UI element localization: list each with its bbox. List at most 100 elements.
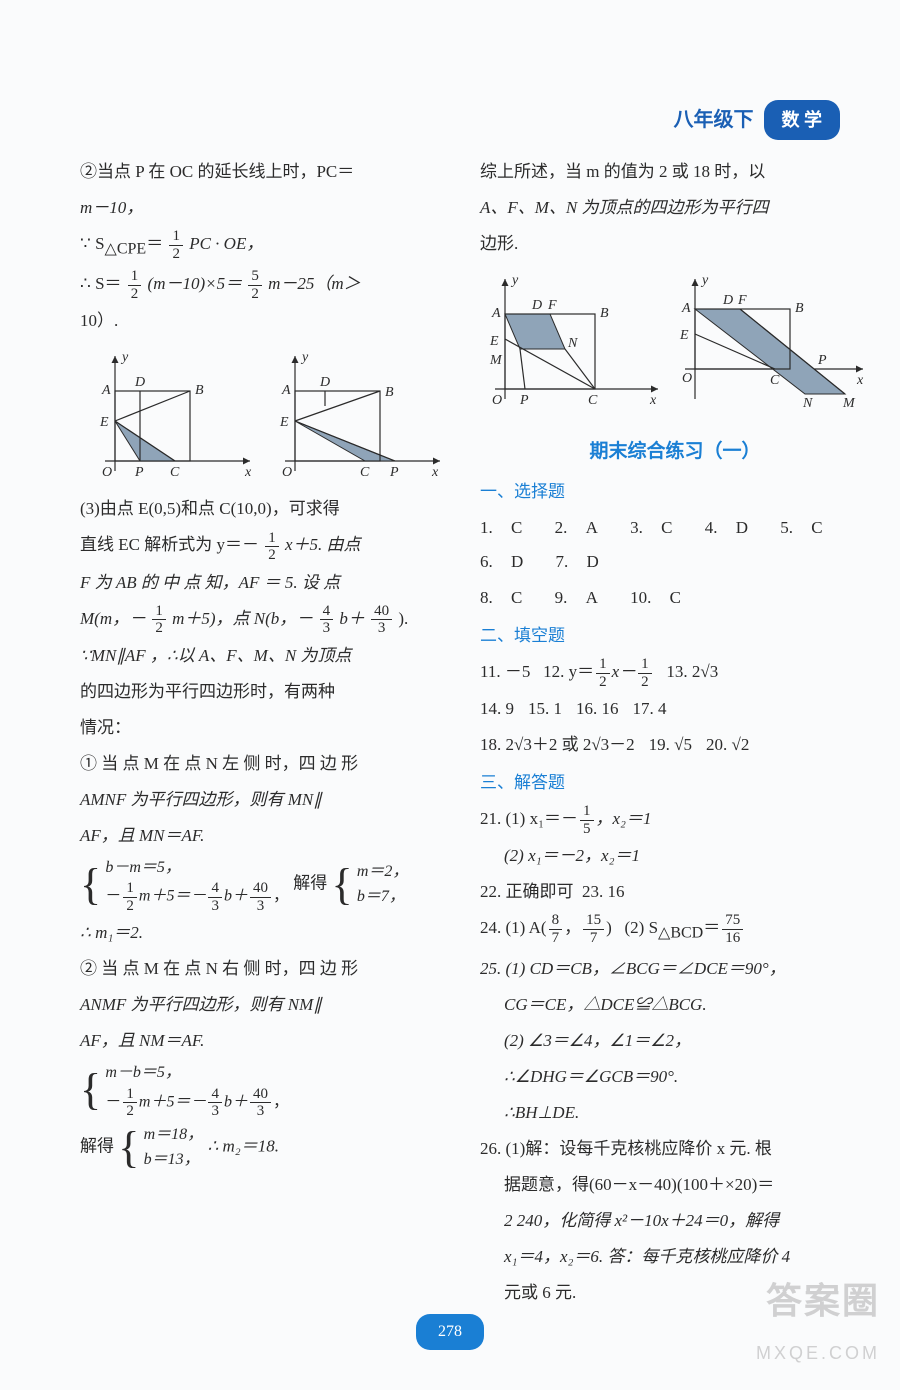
svg-text:D: D: [531, 298, 542, 313]
q21b: (2) x₁＝－2，x₂＝1: [480, 839, 870, 873]
q26: 26. (1)解：设每千克核桃应降价 x 元. 根: [480, 1132, 870, 1166]
text-line: 的四边形为平行四边形时，有两种: [80, 675, 450, 709]
figure-row-1: A D B E O P C x y A D B: [80, 340, 450, 492]
svg-text:B: B: [195, 383, 204, 398]
section-title: 期末综合练习（一）: [480, 433, 870, 471]
formula-line: ∵ S△CPE＝ 12 PC · OE，: [80, 227, 450, 265]
svg-text:C: C: [360, 465, 370, 480]
svg-text:E: E: [489, 334, 499, 349]
q25-2b: ∴∠DHG＝∠GCB＝90°.: [480, 1060, 870, 1094]
q24: 24. (1) A(87，157) (2) S△BCD＝7516: [480, 911, 870, 949]
text-line: m－10，: [80, 191, 450, 225]
text-line: ANMF 为平行四边形，则有 NM∥: [80, 988, 450, 1022]
subsection-3: 三、解答题: [480, 766, 870, 800]
right-column: 综上所述，当 m 的值为 2 或 18 时，以 A、F、M、N 为顶点的四边形为…: [480, 155, 870, 1310]
q25-2: (2) ∠3＝∠4，∠1＝∠2，: [480, 1024, 870, 1058]
watermark: 答案圈 MXQE.COM: [756, 1267, 880, 1370]
text-line: 情况：: [80, 711, 450, 745]
svg-text:E: E: [679, 328, 689, 343]
fill-line: 14. 915. 116. 1617. 4: [480, 692, 870, 726]
text-line: 10）.: [80, 304, 450, 338]
content-area: ②当点 P 在 OC 的延长线上时，PC＝ m－10， ∵ S△CPE＝ 12 …: [80, 155, 840, 1310]
figure-right-2: A D F B E O C P N M x y: [675, 269, 870, 419]
text-line: ② 当 点 M 在 点 N 右 侧 时，四 边 形: [80, 952, 450, 986]
watermark-text-2: MXQE.COM: [756, 1336, 880, 1370]
figure-row-2: A D F B E M N O P C x y A: [480, 263, 870, 425]
svg-text:A: A: [491, 306, 501, 321]
svg-text:O: O: [492, 393, 502, 408]
svg-text:F: F: [737, 293, 747, 308]
svg-text:P: P: [817, 353, 827, 368]
text-line: F 为 AB 的 中 点 知，AF ＝ 5. 设 点: [80, 566, 450, 600]
text-line: ∵MN∥AF ，∴以 A、F、M、N 为顶点: [80, 639, 450, 673]
text-line: AF，且 MN＝AF.: [80, 819, 450, 853]
q25: 25. (1) CD＝CB，∠BCG＝∠DCE＝90°，: [480, 952, 870, 986]
system-1: { b－m＝5， －12m＋5＝－43b＋403， 解得 { m＝2， b＝7，: [80, 855, 450, 915]
subject-pill: 数 学: [764, 100, 841, 140]
svg-text:F: F: [547, 298, 557, 313]
subsection-2: 二、填空题: [480, 619, 870, 653]
text-line: 边形.: [480, 227, 870, 261]
subsection-1: 一、选择题: [480, 475, 870, 509]
q21a: 21. (1) x₁＝－15，x₂＝1: [480, 802, 870, 837]
svg-text:E: E: [279, 415, 289, 430]
choice-answers-2: 8. C 9. A 10. C: [480, 581, 870, 615]
figure-left-1: A D B E O P C x y: [80, 346, 260, 486]
text-line: ① 当 点 M 在 点 N 左 侧 时，四 边 形: [80, 747, 450, 781]
svg-text:N: N: [567, 336, 578, 351]
fill-line: 18. 2√3＋2 或 2√3－219. √520. √2: [480, 728, 870, 762]
q25-2c: ∴BH⊥DE.: [480, 1096, 870, 1130]
svg-text:y: y: [700, 273, 709, 288]
formula-line: ∴ S＝ 12 (m－10)×5＝ 52 m－25（m＞: [80, 267, 450, 302]
svg-text:x: x: [856, 373, 864, 388]
figure-right-1: A D F B E M N O P C x y: [480, 269, 665, 419]
text-line: 综上所述，当 m 的值为 2 或 18 时，以: [480, 155, 870, 189]
system-2: { m－b＝5， －12m＋5＝－43b＋403，: [80, 1060, 450, 1120]
svg-text:A: A: [101, 383, 111, 398]
text-line: AMNF 为平行四边形，则有 MN∥: [80, 783, 450, 817]
fill-line: 11. －5 12. y＝12x－12 13. 2√3: [480, 655, 870, 690]
svg-text:O: O: [102, 465, 112, 480]
formula-line: M(m，－ 12 m＋5)，点 N(b，－ 43 b＋ 403 ).: [80, 602, 450, 637]
text-line: AF，且 NM＝AF.: [80, 1024, 450, 1058]
svg-text:C: C: [588, 393, 598, 408]
q26b: 据题意，得(60－x－40)(100＋×20)＝: [480, 1168, 870, 1202]
svg-text:y: y: [300, 350, 309, 365]
svg-text:P: P: [389, 465, 399, 480]
svg-text:A: A: [281, 383, 291, 398]
svg-text:C: C: [170, 465, 180, 480]
text-line: ②当点 P 在 OC 的延长线上时，PC＝: [80, 155, 450, 189]
svg-text:D: D: [134, 375, 145, 390]
svg-text:x: x: [431, 465, 439, 480]
svg-text:B: B: [385, 385, 394, 400]
svg-text:C: C: [770, 373, 780, 388]
svg-text:M: M: [842, 396, 856, 411]
grade-label: 八年级下: [674, 101, 754, 139]
svg-text:x: x: [244, 465, 252, 480]
svg-text:D: D: [722, 293, 733, 308]
left-column: ②当点 P 在 OC 的延长线上时，PC＝ m－10， ∵ S△CPE＝ 12 …: [80, 155, 450, 1310]
text-line: (3)由点 E(0,5)和点 C(10,0)，可求得: [80, 492, 450, 526]
text-line: A、F、M、N 为顶点的四边形为平行四: [480, 191, 870, 225]
svg-text:E: E: [99, 415, 109, 430]
figure-left-2: A D B E O C P x y: [270, 346, 450, 486]
svg-text:N: N: [802, 396, 813, 411]
choice-answers: 1. C 2. A 3. C 4. D 5. C 6. D 7. D: [480, 511, 870, 579]
svg-text:B: B: [795, 301, 804, 316]
formula-line: 直线 EC 解析式为 y＝－ 12 x＋5. 由点: [80, 528, 450, 563]
q22-23: 22. 正确即可 23. 16: [480, 875, 870, 909]
svg-text:O: O: [682, 371, 692, 386]
system-2b: 解得 { m＝18， b＝13， ∴ m₂＝18.: [80, 1122, 450, 1173]
svg-text:x: x: [649, 393, 657, 408]
svg-text:P: P: [134, 465, 144, 480]
svg-text:B: B: [600, 306, 609, 321]
svg-text:O: O: [282, 465, 292, 480]
svg-text:D: D: [319, 375, 330, 390]
q25b: CG＝CE，△DCE≌△BCG.: [480, 988, 870, 1022]
watermark-text-1: 答案圈: [756, 1267, 880, 1335]
text-line: ∴ m₁＝2.: [80, 916, 450, 950]
svg-text:P: P: [519, 393, 529, 408]
svg-text:y: y: [120, 350, 129, 365]
page-number: 278: [416, 1314, 484, 1350]
q26c: 2 240，化简得 x²－10x＋24＝0，解得: [480, 1204, 870, 1238]
